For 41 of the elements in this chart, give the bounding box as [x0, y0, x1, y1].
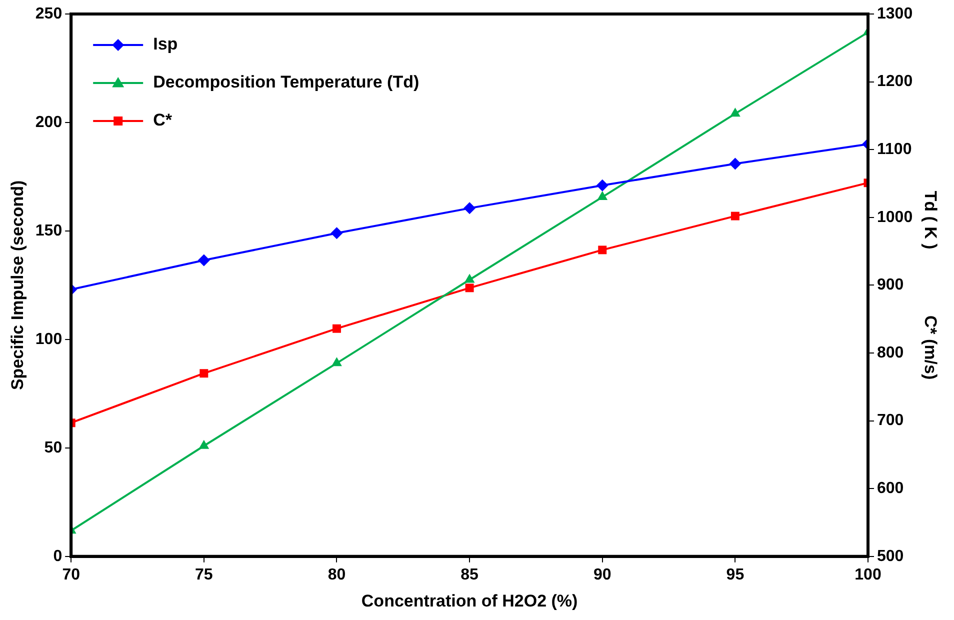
x-tick-label: 75 [195, 566, 213, 584]
point [597, 191, 608, 200]
legend-label: C* [153, 110, 172, 130]
y-tick-label: 50 [44, 439, 62, 456]
y2-tick-label: 500 [877, 548, 904, 565]
point [330, 227, 343, 240]
x-tick-label: 100 [854, 566, 882, 584]
y-tick-label: 200 [35, 114, 62, 131]
x-axis-title: Concentration of H2O2 (%) [361, 591, 578, 610]
point [464, 202, 476, 214]
x-tick-label: 85 [460, 566, 479, 584]
x-tick-label: 70 [62, 566, 80, 584]
y-tick-label: 100 [35, 330, 62, 348]
legend-label: Isp [153, 34, 178, 54]
y2-tick-label: 1200 [877, 73, 913, 90]
y-tick-label: 0 [53, 548, 62, 565]
y2-tick-label: 900 [877, 276, 904, 294]
point [464, 274, 475, 283]
y2-tick-label: 1300 [877, 5, 913, 22]
y-axis-title: Specific Impulse (second) [8, 180, 27, 390]
y2-tick-label: 600 [877, 480, 904, 498]
point [730, 108, 740, 117]
point [730, 212, 740, 220]
x-tick-label: 80 [328, 566, 346, 584]
point [332, 324, 341, 333]
point [465, 284, 474, 292]
y-tick-label: 250 [35, 5, 62, 22]
y2-tick-label: 1100 [877, 141, 912, 158]
y2-tick-label: 800 [877, 344, 904, 362]
y2-tick-label: 700 [877, 412, 904, 430]
point [598, 246, 607, 254]
y-tick-label: 150 [35, 222, 62, 240]
x-tick-label: 95 [726, 566, 744, 584]
point [200, 369, 208, 378]
x-tick-label: 90 [593, 566, 612, 584]
legend-label: Decomposition Temperature (Td) [153, 72, 420, 92]
y2-tick-label: 1000 [877, 208, 913, 226]
point [729, 158, 742, 170]
point [596, 179, 608, 192]
point [332, 357, 342, 366]
y2-axis-title: Td ( K ) C* (m/s) [921, 190, 940, 380]
